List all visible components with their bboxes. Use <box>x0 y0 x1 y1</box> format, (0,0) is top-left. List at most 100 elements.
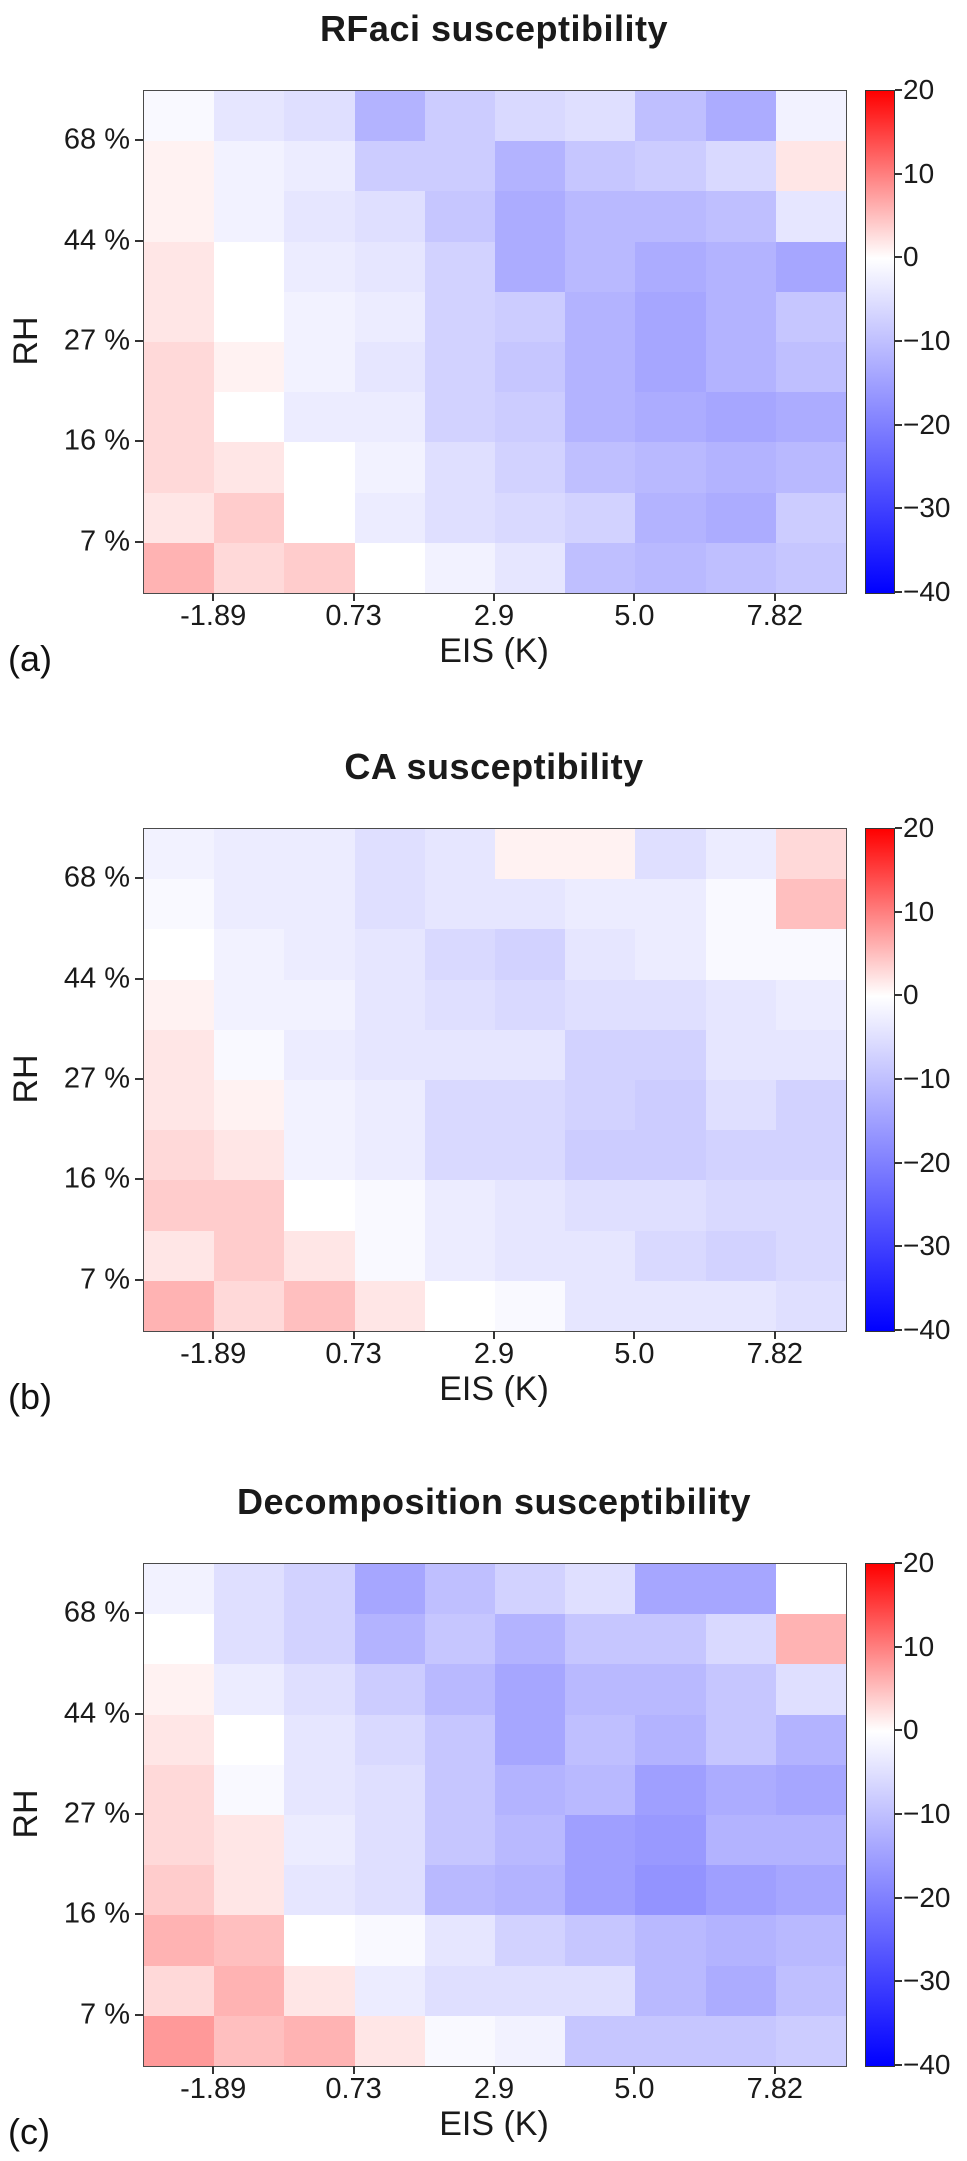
y-tick-mark <box>135 1178 143 1181</box>
y-tick-mark <box>135 877 143 880</box>
heatmap-cell <box>424 542 495 593</box>
y-tick-label: 27 % <box>63 324 130 357</box>
heatmap-cell <box>284 542 355 593</box>
heatmap-cell <box>635 442 706 493</box>
colorbar-tick-mark <box>895 910 902 913</box>
colorbar <box>865 828 895 1332</box>
heatmap-cell <box>705 879 776 930</box>
colorbar-tick-mark <box>895 994 902 997</box>
x-tick-label: -1.89 <box>180 600 247 632</box>
panel-c: Decomposition susceptibility RH 68 % 44 %… <box>0 1473 967 2161</box>
heatmap-cell <box>144 1865 215 1916</box>
x-tick-mark <box>212 593 215 601</box>
heatmap-cell <box>635 1130 706 1181</box>
x-tick-label: 0.73 <box>325 1338 382 1370</box>
heatmap-cell <box>354 542 425 593</box>
y-tick-mark <box>135 1913 143 1916</box>
heatmap-cell <box>214 1180 285 1231</box>
heatmap-cell <box>565 542 636 593</box>
colorbar-tick-mark <box>895 340 902 342</box>
colorbar-tick-label: −20 <box>903 1881 951 1913</box>
x-tick-label: 5.0 <box>614 600 655 632</box>
heatmap-cell <box>565 829 636 880</box>
heatmap-cell <box>214 1614 285 1665</box>
heatmap-cell <box>144 442 215 493</box>
heatmap-cell <box>424 1614 495 1665</box>
heatmap-cell <box>705 291 776 342</box>
heatmap-cell <box>705 2015 776 2066</box>
heatmap-cell <box>354 1564 425 1615</box>
y-tick-label: 7 % <box>80 525 130 558</box>
heatmap-cell <box>494 1915 566 1966</box>
heatmap-cell <box>424 442 495 493</box>
heatmap-cell <box>565 929 636 980</box>
heatmap-cell <box>424 1915 495 1966</box>
heatmap-cell <box>705 1230 776 1281</box>
heatmap-cell <box>775 91 846 142</box>
y-tick-label: 27 % <box>63 1062 130 1095</box>
heatmap-cell <box>705 141 776 192</box>
heatmap-cell <box>214 879 285 930</box>
heatmap-cell <box>635 291 706 342</box>
heatmap-cell <box>284 241 355 292</box>
heatmap-cell <box>354 2015 425 2066</box>
heatmap-cell <box>144 542 215 593</box>
heatmap-cell <box>214 1564 285 1615</box>
heatmap-cell <box>214 1865 285 1916</box>
heatmap-cell <box>775 1564 846 1615</box>
heatmap-cell <box>775 241 846 292</box>
heatmap-cell <box>144 1130 215 1181</box>
heatmap-cell <box>424 1280 495 1331</box>
y-tick-label: 7 % <box>80 1998 130 2031</box>
heatmap-cell <box>424 492 495 543</box>
heatmap-cell <box>775 191 846 242</box>
heatmap-cell <box>565 1080 636 1131</box>
heatmap-cell <box>494 1865 566 1916</box>
heatmap <box>143 1563 847 2067</box>
heatmap-cell <box>775 1280 846 1331</box>
heatmap-cell <box>565 1230 636 1281</box>
heatmap-cell <box>494 1029 566 1080</box>
colorbar-tick-label: 0 <box>903 1714 919 1746</box>
heatmap-cell <box>284 879 355 930</box>
y-tick-label: 68 % <box>63 861 130 894</box>
heatmap-cell <box>635 492 706 543</box>
heatmap-cell <box>214 442 285 493</box>
colorbar-tick-label: 10 <box>903 1630 935 1662</box>
heatmap-cell <box>494 392 566 443</box>
heatmap-cell <box>565 1764 636 1815</box>
colorbar-tick-mark <box>895 1896 902 1899</box>
heatmap-cell <box>635 1714 706 1765</box>
heatmap-cell <box>494 879 566 930</box>
heatmap-cell <box>705 929 776 980</box>
heatmap-cell <box>354 1280 425 1331</box>
heatmap-cell <box>775 979 846 1030</box>
x-tick-mark <box>212 1331 215 1339</box>
colorbar-tick-label: 20 <box>903 812 935 843</box>
heatmap-cell <box>635 829 706 880</box>
heatmap-cell <box>424 241 495 292</box>
heatmap-cell <box>775 141 846 192</box>
heatmap-cell <box>144 141 215 192</box>
heatmap-cell <box>144 1614 215 1665</box>
colorbar <box>865 1563 895 2067</box>
heatmap-cell <box>144 91 215 142</box>
heatmap-cell <box>284 1280 355 1331</box>
heatmap-cell <box>565 91 636 142</box>
heatmap-cell <box>284 1865 355 1916</box>
heatmap-cell <box>214 492 285 543</box>
y-tick-label: 16 % <box>63 424 130 457</box>
heatmap-cell <box>494 1080 566 1131</box>
colorbar-tick-label: −30 <box>903 492 951 524</box>
x-axis-label: EIS (K) <box>439 1370 549 1408</box>
colorbar-tick-mark <box>895 827 902 829</box>
heatmap-cell <box>705 1564 776 1615</box>
heatmap-cell <box>494 929 566 980</box>
heatmap-cell <box>284 291 355 342</box>
heatmap-cell <box>565 392 636 443</box>
heatmap-cell <box>284 1714 355 1765</box>
y-tick-mark <box>135 1078 143 1080</box>
heatmap-cell <box>565 1130 636 1181</box>
heatmap-cell <box>354 1764 425 1815</box>
x-tick-mark <box>493 2066 495 2074</box>
